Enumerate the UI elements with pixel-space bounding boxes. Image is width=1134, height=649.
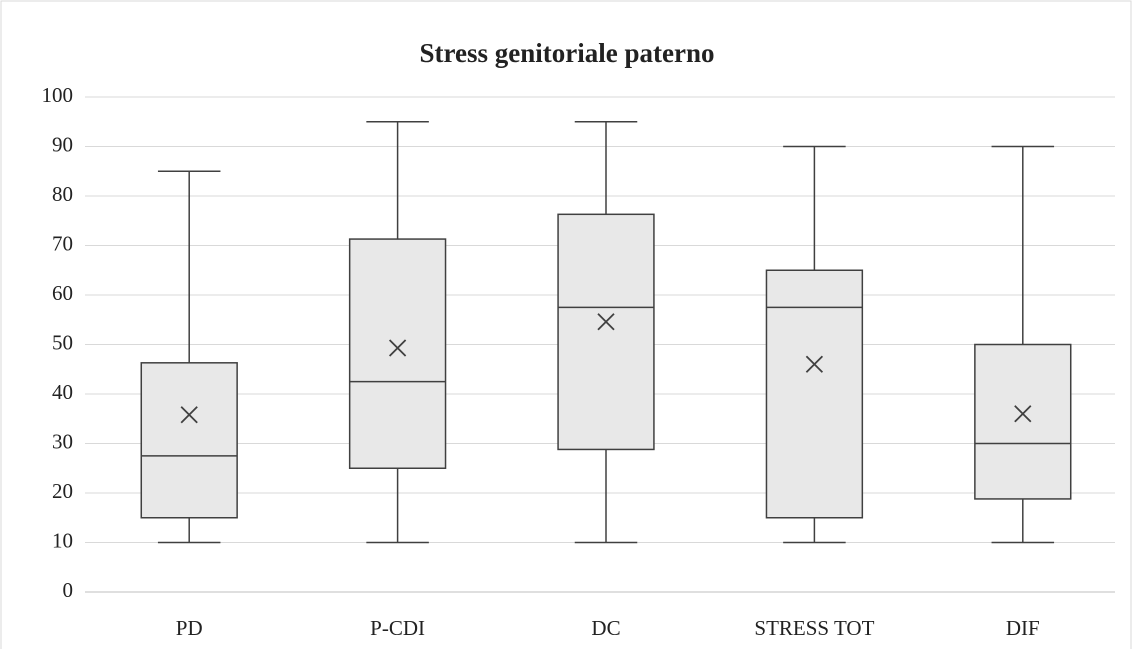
y-tick-label: 90 (52, 132, 73, 156)
y-tick-label: 0 (63, 578, 74, 602)
x-tick-label: STRESS TOT (754, 616, 874, 640)
chart-title: Stress genitoriale paterno (420, 38, 715, 68)
box (557, 213, 655, 451)
y-tick-label: 20 (52, 479, 73, 503)
box (140, 362, 238, 519)
box (974, 343, 1072, 500)
y-tick-label: 80 (52, 182, 73, 206)
y-tick-label: 30 (52, 429, 73, 453)
y-tick-label: 40 (52, 380, 73, 404)
y-tick-label: 100 (42, 83, 74, 107)
y-tick-label: 60 (52, 281, 73, 305)
box (348, 238, 447, 469)
y-tick-label: 50 (52, 330, 73, 354)
x-tick-label: PD (176, 616, 203, 640)
x-tick-label: DIF (1006, 616, 1040, 640)
box (765, 269, 864, 519)
mean-marker (805, 355, 824, 373)
y-tick-label: 70 (52, 231, 73, 255)
mean-marker (180, 406, 198, 424)
mean-marker (597, 313, 615, 331)
mean-marker (1014, 405, 1032, 423)
y-tick-label: 10 (52, 528, 73, 552)
x-tick-label: P-CDI (370, 616, 425, 640)
x-tick-label: DC (591, 616, 620, 640)
mean-marker (388, 339, 407, 357)
